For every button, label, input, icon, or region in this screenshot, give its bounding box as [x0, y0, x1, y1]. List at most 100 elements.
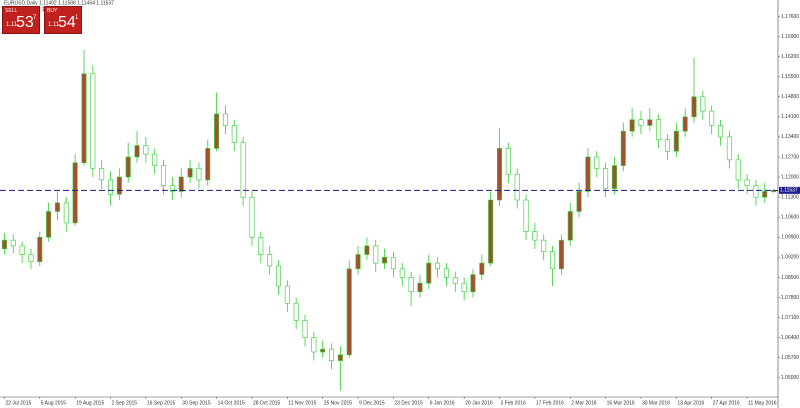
candle-body: [143, 145, 149, 155]
candle-body: [594, 156, 600, 169]
candle-body: [629, 119, 635, 132]
candle-body: [10, 239, 16, 247]
candle-body: [267, 254, 273, 267]
current-price-label: 1.11537: [780, 188, 798, 194]
candle-body: [187, 168, 193, 178]
x-tick-label: 2 Sep 2015: [112, 400, 138, 406]
x-tick-label: 14 Oct 2015: [218, 400, 245, 406]
candle-body: [603, 168, 609, 189]
y-tick-label: 1.09900: [781, 235, 799, 241]
candle-body: [205, 148, 211, 181]
candle-body: [240, 142, 246, 198]
candle-body: [762, 191, 768, 198]
candle-body: [726, 136, 732, 161]
candle-body: [311, 337, 317, 353]
candle-body: [222, 113, 228, 126]
current-price-tag: [779, 186, 800, 194]
candle-body: [161, 165, 167, 186]
candle-body: [346, 268, 352, 356]
y-tick-label: 1.16200: [781, 54, 799, 60]
y-tick-label: 1.16900: [781, 34, 799, 40]
candle-body: [72, 162, 78, 224]
candle-body: [753, 185, 759, 198]
buy-label: BUY: [47, 8, 58, 14]
candle-body: [302, 320, 308, 338]
candle-body: [426, 262, 432, 284]
candle-body: [134, 145, 140, 158]
y-tick-label: 1.06400: [781, 335, 799, 341]
bid-prefix: 1.11: [6, 22, 18, 28]
candle-body: [700, 96, 706, 112]
x-tick-label: 9 Dec 2015: [359, 400, 385, 406]
candle-body: [364, 245, 370, 255]
candle-body: [735, 159, 741, 181]
sell-label: SELL: [5, 8, 18, 14]
candle-body: [1, 239, 7, 250]
candle-body: [771, 190, 777, 192]
candle-body: [46, 211, 52, 238]
candle-body: [691, 96, 697, 118]
y-tick-label: 1.07800: [781, 295, 799, 301]
candle-body: [664, 139, 670, 152]
buy-button[interactable]: BUY 1.11 54 1: [44, 6, 82, 34]
candle-body: [567, 211, 573, 241]
x-tick-label: 3 Feb 2016: [501, 400, 527, 406]
x-tick-label: 30 Sep 2015: [182, 400, 211, 406]
candle-body: [231, 125, 237, 143]
candle-body: [497, 148, 503, 201]
x-tick-label: 25 Nov 2015: [324, 400, 353, 406]
x-tick-label: 16 Sep 2015: [147, 400, 176, 406]
y-tick-label: 1.14800: [781, 94, 799, 100]
candle-body: [152, 153, 158, 166]
candle-body: [550, 251, 556, 270]
candle-body: [514, 173, 520, 201]
y-tick-label: 1.17600: [781, 14, 799, 20]
candle-body: [585, 156, 591, 192]
candle-body: [611, 165, 617, 189]
candle-body: [435, 262, 441, 270]
y-tick-label: 1.15500: [781, 74, 799, 80]
x-tick-label: 17 Feb 2016: [536, 400, 564, 406]
y-tick-label: 1.07100: [781, 315, 799, 321]
bid-big: 53: [16, 14, 34, 31]
candle-body: [63, 202, 69, 224]
x-tick-label: 5 Aug 2015: [41, 400, 67, 406]
candle-body: [399, 268, 405, 278]
candle-body: [620, 130, 626, 166]
candle-body: [258, 236, 264, 255]
candle-body: [532, 231, 538, 241]
bid-point: 7: [33, 15, 37, 21]
candle-body: [284, 285, 290, 304]
candle-body: [37, 236, 43, 262]
y-tick-label: 1.12000: [781, 174, 799, 180]
candle-body: [214, 113, 220, 149]
candle-body: [293, 302, 299, 321]
sell-button[interactable]: SELL 1.11 53 7: [2, 6, 40, 34]
candle-body: [196, 168, 202, 181]
candle-body: [709, 110, 715, 126]
candle-body: [576, 191, 582, 212]
candle-body: [470, 274, 476, 293]
candle-body: [108, 179, 114, 195]
candle-body: [718, 125, 724, 138]
y-tick-label: 1.11300: [781, 194, 799, 200]
candle-body: [638, 119, 644, 126]
candle-body: [541, 239, 547, 252]
x-tick-label: 13 Apr 2016: [677, 400, 704, 406]
candle-body: [382, 257, 388, 264]
candle-body: [116, 176, 122, 195]
candle-body: [558, 239, 564, 270]
x-tick-label: 20 Jan 2016: [465, 400, 493, 406]
candle-body: [329, 348, 335, 361]
candle-body: [673, 130, 679, 152]
y-tick-label: 1.10600: [781, 215, 799, 221]
candle-body: [488, 199, 494, 264]
candle-body: [169, 185, 175, 192]
x-tick-label: 22 Jul 2015: [5, 400, 31, 406]
candle-body: [505, 148, 511, 175]
candle-body: [408, 277, 414, 293]
ask-big: 54: [58, 14, 76, 31]
candle-body: [81, 73, 87, 164]
